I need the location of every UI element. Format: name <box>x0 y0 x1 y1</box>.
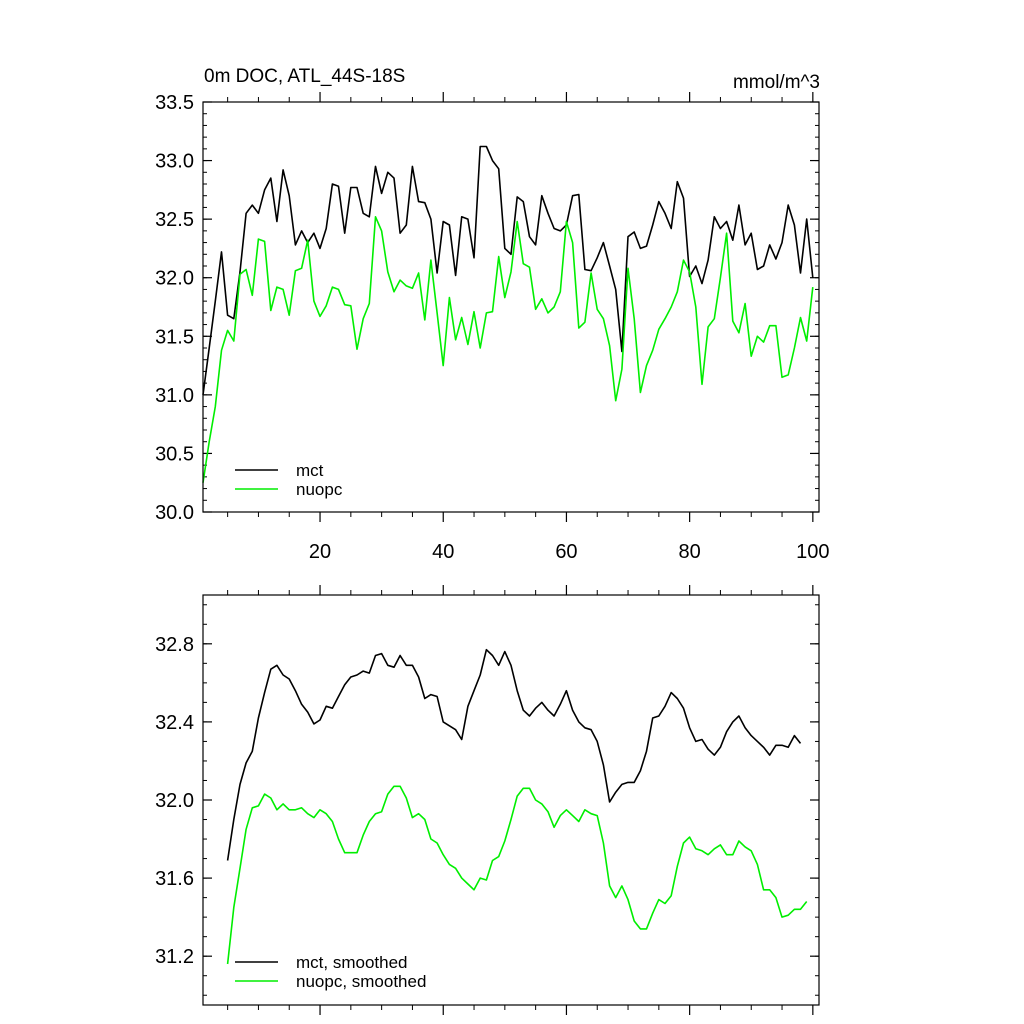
bottom-series <box>226 648 808 965</box>
top-x-tick-label: 20 <box>309 541 331 563</box>
top-series-line-mct <box>202 145 814 396</box>
bottom-tick-labels: 31.2 31.6 32.0 32.4 32.8 <box>155 634 194 968</box>
top-y-tick-label: 31.0 <box>155 385 194 407</box>
top-series-line-nuopc <box>202 216 814 483</box>
legend-label-mct: mct <box>296 461 324 480</box>
top-x-tick-label: 100 <box>796 541 829 563</box>
top-plot-frame <box>202 101 820 513</box>
bottom-y-tick-label: 31.6 <box>155 868 194 890</box>
top-tick-labels: 30.0 30.5 31.0 31.5 32.0 32.5 33.0 33.5 20 40 60 80… <box>155 92 829 563</box>
top-x-tick-label: 40 <box>432 541 454 563</box>
bottom-y-tick-label: 31.2 <box>155 946 194 968</box>
top-legend: mct nuopc <box>235 461 343 499</box>
legend-label-mct-smoothed: mct, smoothed <box>296 953 408 972</box>
top-y-tick-label: 31.5 <box>155 326 194 348</box>
top-chart-title: 0m DOC, ATL_44S-18S <box>204 66 405 87</box>
top-chart-units: mmol/m^3 <box>733 72 820 93</box>
bottom-series-line-nuopc-smoothed <box>226 785 808 965</box>
bottom-panel: 31.2 31.6 32.0 32.4 32.8 mct, smoothed nuopc… <box>155 585 820 1015</box>
bottom-ticks <box>203 585 819 1015</box>
bottom-y-tick-label: 32.4 <box>155 712 194 734</box>
top-y-tick-label: 32.5 <box>155 209 194 231</box>
top-panel: 0m DOC, ATL_44S-18S mmol/m^3 30.0 30.5 31.… <box>155 66 829 563</box>
top-y-tick-label: 32.0 <box>155 268 194 290</box>
top-x-tick-label: 60 <box>555 541 577 563</box>
bottom-legend: mct, smoothed nuopc, smoothed <box>235 953 426 991</box>
bottom-y-tick-label: 32.0 <box>155 790 194 812</box>
top-y-tick-label: 33.0 <box>155 151 194 173</box>
bottom-series-line-mct-smoothed <box>226 648 802 861</box>
top-series <box>202 145 814 483</box>
top-y-tick-label: 30.0 <box>155 502 194 524</box>
legend-label-nuopc-smoothed: nuopc, smoothed <box>296 972 426 991</box>
legend-label-nuopc: nuopc <box>296 480 343 499</box>
bottom-plot-frame <box>202 594 820 1006</box>
top-y-tick-label: 30.5 <box>155 443 194 465</box>
bottom-y-tick-label: 32.8 <box>155 634 194 656</box>
top-ticks <box>203 92 819 522</box>
top-y-tick-label: 33.5 <box>155 92 194 114</box>
top-x-tick-label: 80 <box>679 541 701 563</box>
